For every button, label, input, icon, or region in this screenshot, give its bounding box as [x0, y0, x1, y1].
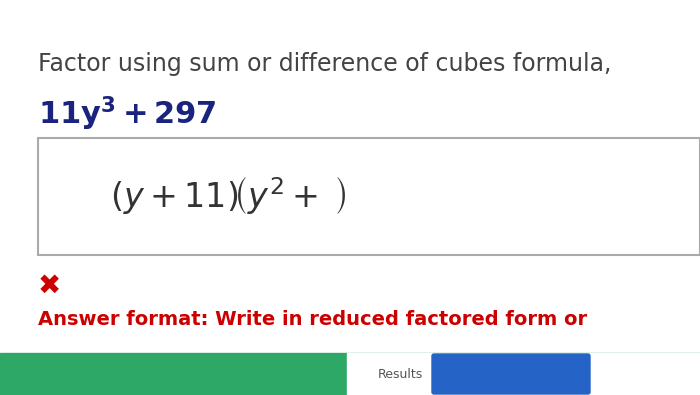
Text: $(y + 11)\!\left(y^2 + \;\right)$: $(y + 11)\!\left(y^2 + \;\right)$ — [110, 175, 347, 217]
Text: Factor using sum or difference of cubes formula,: Factor using sum or difference of cubes … — [38, 52, 611, 76]
Text: ✖: ✖ — [38, 272, 62, 300]
FancyBboxPatch shape — [432, 354, 590, 394]
Bar — [346, 353, 700, 395]
Text: $\mathbf{11y^3 + 297}$: $\mathbf{11y^3 + 297}$ — [38, 95, 216, 134]
Text: Results: Results — [378, 367, 423, 380]
Text: Answer format: Write in reduced factored form or: Answer format: Write in reduced factored… — [38, 310, 587, 329]
Bar — [38, 138, 700, 255]
Bar — [0, 353, 700, 395]
